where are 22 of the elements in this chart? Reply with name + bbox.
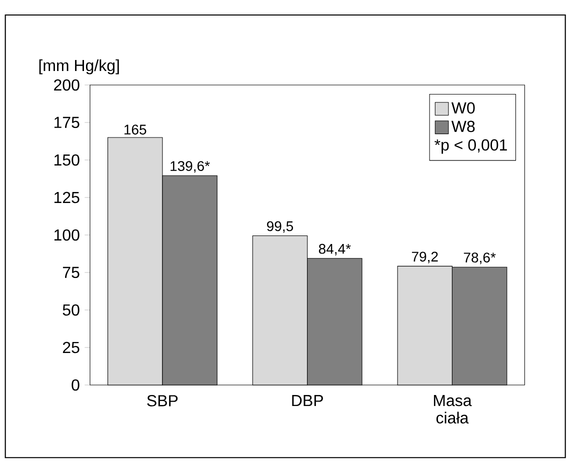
y-tick-label: 25 [62,342,80,354]
y-tick-label: 125 [54,192,80,204]
x-tick-label: Masa ciała [434,395,472,424]
data-label: 99,5 [267,221,294,233]
data-label: 78,6* [464,252,496,264]
x-tick-label: DBP [292,395,323,406]
x-tick-label: SBP [147,395,178,406]
data-label: 79,2 [412,252,438,264]
legend-label: W8 [451,120,475,132]
y-tick-label: 150 [54,154,80,166]
legend-label: W0 [451,102,475,114]
annotation: *p < 0,001 [434,139,507,154]
y-tick-label: 50 [62,304,80,316]
y-tick-label: 100 [54,229,80,241]
data-label: 139,6* [170,161,210,173]
y-tick-label: 175 [54,116,80,128]
y-tick-label: 0 [72,379,80,391]
data-label: 84,4* [318,244,351,256]
y-tick-label: 200 [54,79,80,91]
y-tick-label: 75 [62,266,80,278]
data-label: 165 [124,124,146,135]
y-axis-title: [mm Hg/kg] [39,59,119,74]
